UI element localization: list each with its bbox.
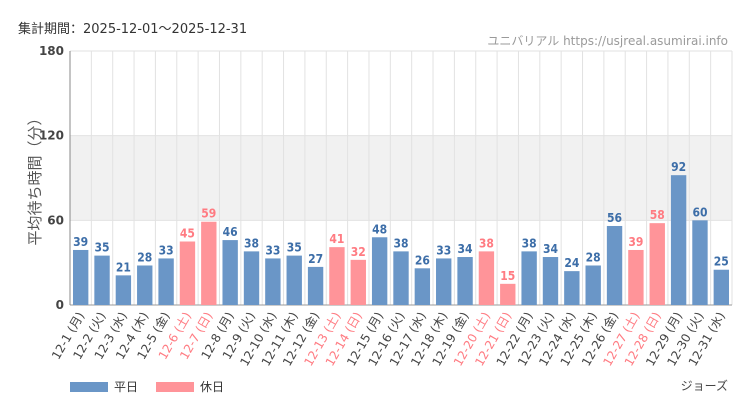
data-label: 34: [458, 242, 474, 256]
data-label: 46: [223, 225, 238, 239]
bar: [393, 251, 409, 305]
data-label: 28: [586, 250, 601, 264]
legend-swatch-holiday: [156, 381, 195, 392]
bar: [414, 268, 431, 305]
legend-item-weekday: 平日: [70, 378, 138, 395]
data-label: 92: [671, 160, 686, 174]
data-label: 32: [351, 245, 366, 259]
attraction-name: ジョーズ: [680, 379, 728, 393]
data-label: 28: [137, 250, 152, 264]
bar: [371, 237, 388, 305]
bar: [713, 269, 730, 305]
legend: 平日 休日: [70, 378, 224, 395]
bar: [628, 249, 644, 305]
data-label: 34: [543, 242, 559, 256]
data-label: 35: [287, 241, 302, 255]
data-label: 48: [372, 222, 387, 236]
data-label: 38: [393, 236, 408, 250]
data-label: 60: [692, 205, 707, 219]
bar: [286, 255, 302, 305]
data-label: 33: [436, 243, 451, 257]
bar: [137, 265, 153, 305]
data-label: 38: [479, 236, 494, 250]
data-label: 39: [73, 235, 88, 249]
data-label: 27: [308, 252, 323, 266]
data-label: 33: [265, 243, 280, 257]
y-tick-label: 60: [47, 213, 64, 227]
bar: [457, 257, 473, 305]
bar: [436, 258, 452, 305]
bar: [670, 175, 687, 305]
y-tick-label: 180: [39, 44, 64, 58]
y-tick-label: 120: [39, 129, 64, 143]
data-label: 38: [522, 236, 537, 250]
data-label: 15: [500, 269, 515, 283]
site-credit: ユニバリアル https://usjreal.asumirai.info: [487, 32, 728, 49]
y-tick-label: 0: [56, 298, 64, 312]
data-label: 33: [159, 243, 174, 257]
bar: [329, 247, 345, 305]
data-label: 59: [201, 207, 216, 221]
data-label: 56: [607, 211, 622, 225]
period-label: 集計期間：2025-12-01〜2025-12-31: [18, 22, 248, 37]
legend-swatch-weekday: [70, 381, 108, 392]
data-label: 21: [116, 260, 131, 274]
data-label: 58: [650, 208, 665, 222]
bar: [115, 275, 132, 305]
bar: [350, 259, 366, 305]
y-axis-label: 平均待ち時間（分）: [26, 110, 44, 245]
legend-label-holiday: 休日: [200, 380, 225, 394]
bar: [243, 251, 260, 305]
bar: [201, 221, 217, 305]
bar: [94, 255, 110, 305]
data-label: 41: [329, 232, 344, 246]
bar: [222, 240, 238, 305]
data-label: 25: [714, 255, 729, 269]
site-name: ユニバリアル: [487, 34, 560, 48]
bar: [692, 220, 708, 305]
bar: [307, 266, 324, 305]
shaded-band: [70, 135, 732, 221]
bar: [179, 241, 196, 305]
data-label: 38: [244, 236, 259, 250]
bar: [265, 258, 281, 305]
data-label: 26: [415, 253, 430, 267]
data-label: 35: [95, 241, 110, 255]
bar: [500, 283, 516, 305]
bar: [542, 257, 559, 305]
legend-label-weekday: 平日: [114, 380, 139, 394]
bar: [521, 251, 537, 305]
site-url: https://usjreal.asumirai.info: [563, 34, 728, 48]
bar: [72, 249, 89, 305]
bar: [585, 265, 601, 305]
data-label: 45: [180, 227, 195, 241]
data-label: 24: [564, 256, 580, 270]
bar: [649, 223, 665, 305]
data-label: 39: [628, 235, 643, 249]
bar: [478, 251, 495, 305]
bar: [158, 258, 174, 305]
bar: [606, 225, 623, 305]
bar: [564, 271, 580, 305]
legend-item-holiday: 休日: [156, 378, 224, 395]
